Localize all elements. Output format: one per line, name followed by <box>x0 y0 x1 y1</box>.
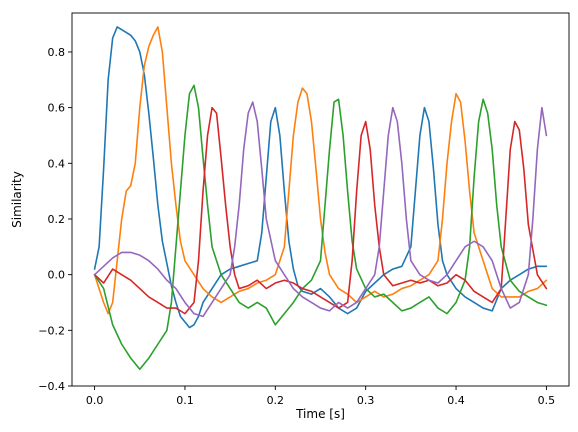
series-line-4 <box>93 106 548 315</box>
y-tick-label: −0.2 <box>38 324 65 337</box>
y-axis-label: Similarity <box>10 171 24 228</box>
x-tick-label: 0.1 <box>176 394 194 407</box>
y-tick-label: 0.4 <box>48 157 66 170</box>
series-layer <box>93 26 548 371</box>
y-tick-label: 0.6 <box>48 102 66 115</box>
plot-frame <box>71 12 570 387</box>
y-tick-label: 0.8 <box>48 46 66 59</box>
y-axis-ticks: −0.4 −0.2 0.0 0.2 0.4 0.6 0.8 <box>38 46 72 393</box>
y-tick-label: 0.2 <box>48 213 66 226</box>
x-axis-label: Time [s] <box>295 407 345 421</box>
x-tick-label: 0.2 <box>267 394 285 407</box>
y-tick-label: −0.4 <box>38 380 65 393</box>
series-line-2 <box>93 26 548 315</box>
x-tick-label: 0.4 <box>447 394 465 407</box>
series-line-3 <box>93 84 548 371</box>
series-line-5 <box>93 101 548 318</box>
x-tick-label: 0.3 <box>357 394 375 407</box>
series-line-1 <box>93 26 548 329</box>
y-tick-label: 0.0 <box>48 269 66 282</box>
x-tick-label: 0.0 <box>86 394 104 407</box>
x-axis-ticks: 0.0 0.1 0.2 0.3 0.4 0.5 <box>86 386 555 407</box>
x-tick-label: 0.5 <box>538 394 556 407</box>
